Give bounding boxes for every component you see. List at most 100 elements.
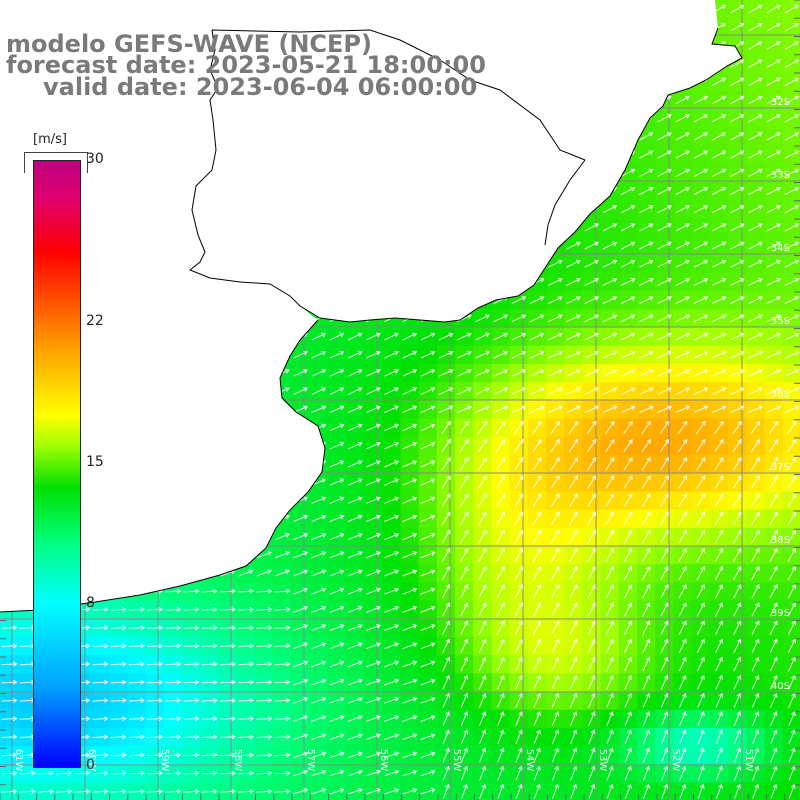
wind-arrow (402, 460, 418, 468)
lon-label: 53W (597, 749, 608, 772)
wind-arrow (766, 95, 781, 105)
wind-arrow (693, 277, 709, 286)
wind-arrow (586, 438, 597, 453)
wind-arrow (347, 569, 363, 577)
wind-arrow (459, 420, 469, 435)
wind-arrow (693, 223, 709, 232)
wind-arrow (478, 692, 487, 708)
wind-arrow (751, 692, 760, 708)
wind-arrow (460, 565, 469, 581)
wind-arrow (750, 493, 760, 508)
wind-arrow (147, 643, 164, 649)
wind-arrow (675, 296, 691, 304)
wind-arrow (784, 4, 800, 14)
wind-arrow (532, 511, 542, 526)
wind-arrow (568, 457, 578, 471)
wind-arrow (584, 314, 600, 323)
wind-arrow (402, 369, 418, 377)
wind-arrow (238, 770, 255, 776)
wind-arrow (366, 460, 381, 468)
wind-arrow (784, 186, 800, 195)
wind-arrow (529, 369, 545, 377)
wind-arrow (92, 716, 109, 722)
wind-arrow (639, 168, 654, 177)
wind-arrow (128, 661, 145, 667)
wind-arrow (711, 350, 727, 359)
wind-arrow (769, 584, 778, 599)
wind-arrow (566, 332, 581, 341)
wind-arrow (274, 679, 291, 685)
wind-arrow (748, 277, 763, 286)
wind-arrow (766, 314, 782, 323)
wind-arrow (623, 529, 633, 544)
wind-arrow (605, 438, 615, 453)
wind-arrow (730, 114, 745, 123)
wind-arrow (420, 496, 436, 504)
wind-arrow (715, 729, 723, 745)
wind-arrow (696, 565, 705, 581)
wind-arrow (714, 602, 724, 617)
wind-arrow (201, 606, 218, 613)
wind-arrow (787, 638, 796, 654)
wind-arrow (384, 769, 400, 777)
wind-arrow (784, 350, 800, 359)
wind-arrow (584, 223, 600, 232)
wind-arrow (219, 606, 236, 613)
wind-arrow (624, 656, 632, 672)
wind-arrow (311, 642, 327, 650)
wind-arrow (496, 656, 505, 672)
wind-arrow (788, 783, 796, 799)
wind-arrow (623, 457, 633, 471)
wind-arrow (548, 259, 563, 268)
wind-arrow (769, 620, 778, 635)
wind-arrow (733, 656, 742, 672)
wind-arrow (311, 733, 327, 740)
wind-arrow (711, 168, 727, 177)
wind-arrow (441, 529, 451, 544)
wind-arrow (712, 95, 727, 105)
wind-arrow (657, 259, 672, 268)
wind-arrow (752, 729, 760, 745)
wind-arrow (784, 405, 800, 413)
wind-arrow (165, 625, 182, 631)
wind-arrow (675, 332, 691, 341)
wind-arrow (219, 697, 236, 704)
wind-arrow (293, 787, 309, 795)
wind-arrow (92, 643, 109, 649)
wind-arrow (420, 332, 436, 341)
wind-arrow (569, 692, 578, 708)
wind-arrow (293, 660, 309, 668)
wind-arrow (533, 656, 541, 672)
wind-arrow (533, 711, 541, 726)
wind-arrow (402, 769, 418, 777)
wind-arrow (748, 223, 763, 232)
wind-arrow (165, 643, 182, 649)
wind-arrow (550, 529, 560, 544)
wind-arrow (365, 787, 382, 795)
wind-arrow (766, 296, 782, 304)
wind-arrow (461, 783, 468, 799)
wind-arrow (514, 620, 523, 635)
wind-arrow (602, 241, 618, 250)
wind-arrow (402, 569, 418, 577)
wind-arrow (365, 696, 382, 704)
wind-arrow (714, 457, 724, 471)
wind-arrow (602, 205, 618, 214)
wind-arrow (515, 711, 523, 726)
wind-arrow (748, 41, 763, 50)
wind-arrow (365, 532, 381, 541)
wind-arrow (256, 569, 272, 577)
wind-arrow (256, 588, 273, 594)
wind-arrow (696, 457, 706, 471)
wind-arrow (274, 752, 291, 758)
wind-arrow (715, 656, 723, 672)
wind-arrow (769, 529, 778, 544)
wind-arrow (347, 423, 363, 432)
wind-arrow (165, 606, 182, 613)
wind-arrow (657, 241, 672, 250)
wind-arrow (201, 716, 218, 722)
wind-arrow (347, 787, 363, 795)
wind-arrow (732, 547, 742, 562)
wind-arrow (584, 387, 600, 395)
wind-arrow (715, 711, 723, 726)
